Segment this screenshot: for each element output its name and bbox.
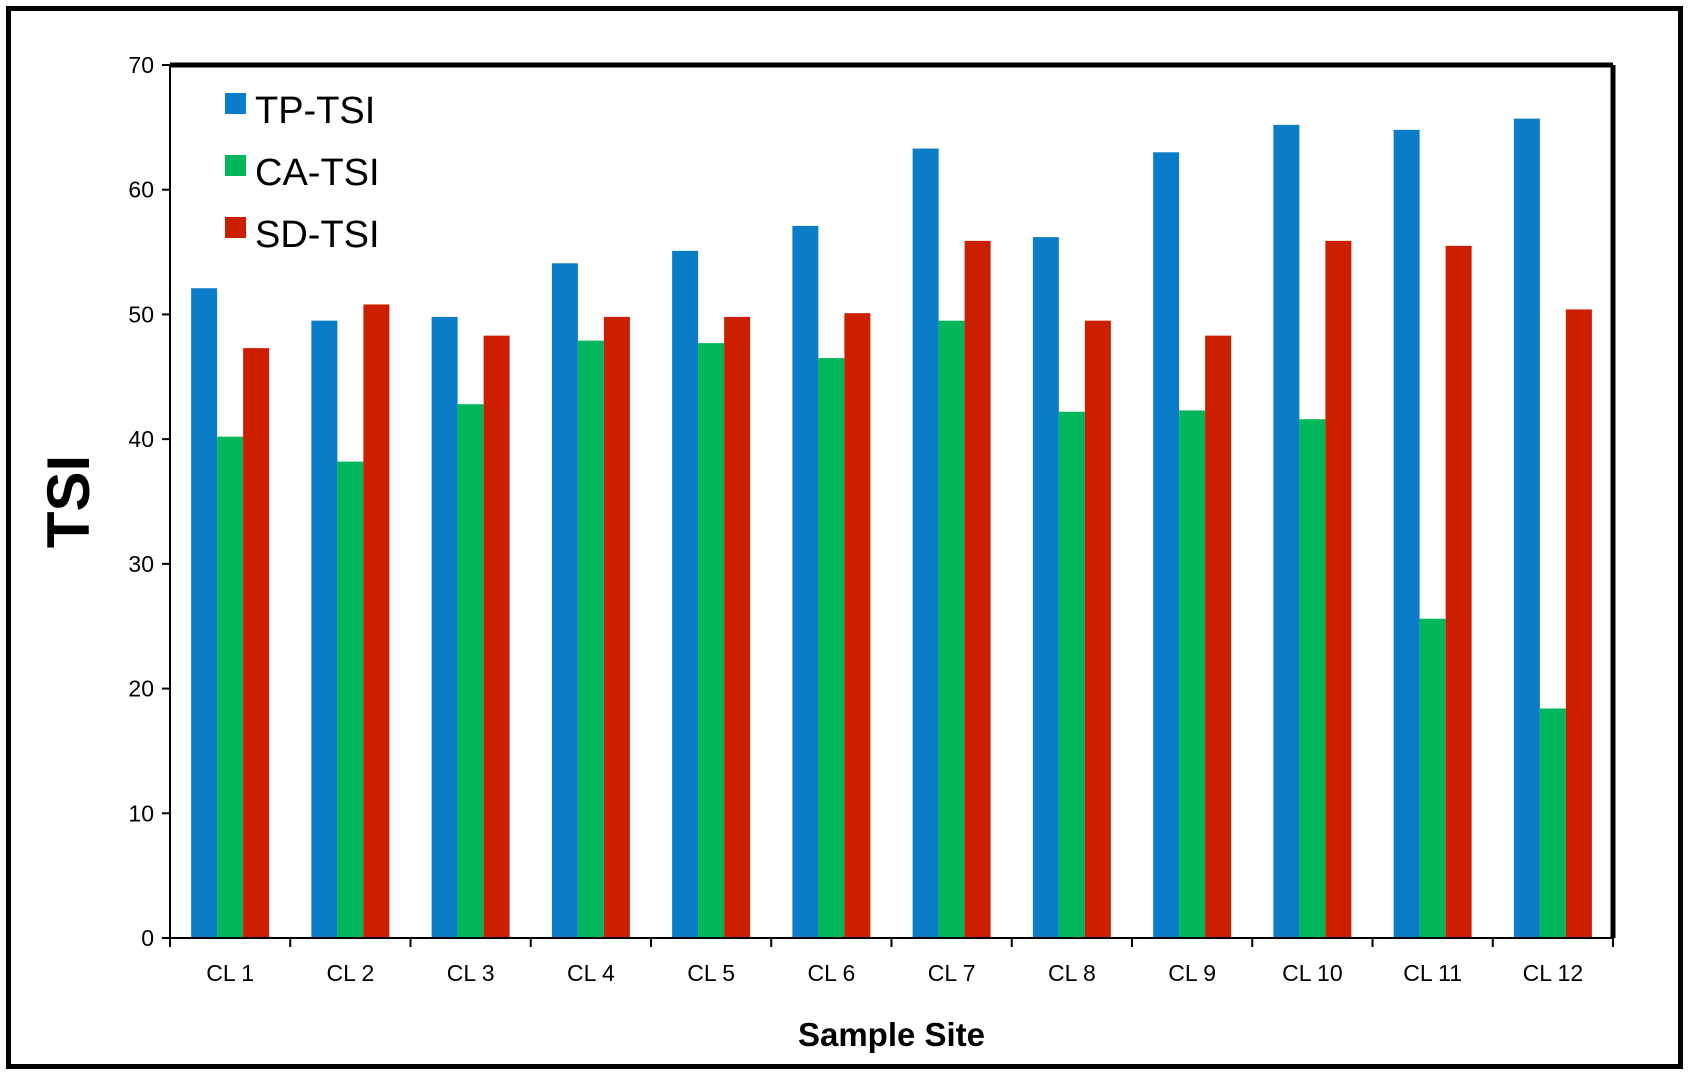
y-tick-label: 40 [128,426,154,452]
bar-ca-tsi-cl4 [577,340,604,939]
bar-chart: 0 10 20 30 40 50 60 70 CL 1 CL 2 CL 3 CL 4 CL 5 CL 6… [35,52,1616,1053]
legend-label-tp-tsi: TP-TSI [255,90,375,132]
bar-tp-tsi-cl5 [672,250,699,938]
bar-sd-tsi-cl3 [483,335,510,938]
x-tick-label: CL 3 [447,960,495,986]
y-tick-label: 50 [128,301,154,327]
x-tick-label: CL 4 [567,960,615,986]
bar-sd-tsi-cl10 [1325,240,1352,938]
bar-ca-tsi-cl9 [1179,410,1206,938]
x-tick-label: CL 10 [1282,960,1343,986]
legend-swatch-sd-tsi [225,217,246,238]
bar-ca-tsi-cl6 [818,358,845,938]
bar-ca-tsi-cl5 [698,343,725,938]
bar-tp-tsi-cl11 [1393,129,1420,938]
bar-tp-tsi-cl1 [191,288,218,938]
legend-swatch-tp-tsi [225,93,246,114]
bar-sd-tsi-cl1 [243,348,270,938]
bar-tp-tsi-cl6 [792,225,819,939]
legend-label-sd-tsi: SD-TSI [255,214,380,256]
bar-sd-tsi-cl7 [964,240,991,938]
legend-label-ca-tsi: CA-TSI [255,152,380,194]
x-tick-label: CL 7 [928,960,976,986]
x-tick-label: CL 1 [206,960,254,986]
y-tick-label: 0 [141,925,154,951]
legend-swatch-ca-tsi [225,155,246,176]
x-tick-labels: CL 1 CL 2 CL 3 CL 4 CL 5 CL 6 CL 7 CL 8 CL 9 CL 1… [206,960,1583,986]
bar-ca-tsi-cl2 [337,461,364,938]
bar-sd-tsi-cl5 [724,316,751,938]
bar-sd-tsi-cl2 [363,304,390,938]
legend: TP-TSI CA-TSI SD-TSI [225,90,380,256]
bar-tp-tsi-cl4 [551,263,578,938]
bar-ca-tsi-cl3 [457,404,484,938]
bar-ca-tsi-cl1 [217,436,244,938]
y-tick-label: 70 [128,52,154,78]
x-tick-label: CL 8 [1048,960,1096,986]
x-axis-title: Sample Site [798,1016,985,1053]
y-axis-title: TSI [35,455,102,548]
bar-ca-tsi-cl10 [1299,419,1326,938]
chart-figure: 0 10 20 30 40 50 60 70 CL 1 CL 2 CL 3 CL 4 CL 5 CL 6… [6,6,1683,1069]
y-tick-label: 10 [128,800,154,826]
bar-tp-tsi-cl2 [311,320,338,938]
bars-layer [191,118,1592,939]
bar-tp-tsi-cl9 [1153,152,1180,939]
bar-ca-tsi-cl11 [1419,618,1446,938]
bar-tp-tsi-cl10 [1273,124,1300,938]
bar-tp-tsi-cl3 [431,316,458,938]
bar-tp-tsi-cl12 [1513,118,1540,939]
bar-tp-tsi-cl7 [912,148,939,938]
bar-sd-tsi-cl6 [844,313,871,939]
x-tick-label: CL 2 [327,960,375,986]
bar-tp-tsi-cl8 [1032,237,1059,938]
x-tick-label: CL 12 [1523,960,1584,986]
y-tick-label: 60 [128,177,154,203]
bar-sd-tsi-cl11 [1445,245,1472,939]
y-tick-labels: 0 10 20 30 40 50 60 70 [128,52,154,951]
bar-ca-tsi-cl8 [1058,411,1085,939]
bar-sd-tsi-cl12 [1565,309,1592,938]
x-tick-label: CL 5 [687,960,735,986]
x-tick-label: CL 9 [1168,960,1216,986]
x-tick-label: CL 11 [1403,960,1462,986]
bar-sd-tsi-cl8 [1084,320,1111,938]
bar-ca-tsi-cl12 [1539,708,1566,938]
bar-ca-tsi-cl7 [938,320,965,938]
bar-sd-tsi-cl4 [603,316,630,938]
x-tick-label: CL 6 [808,960,856,986]
bar-sd-tsi-cl9 [1205,335,1232,938]
y-tick-label: 20 [128,676,154,702]
axes-layer [162,62,1616,947]
y-tick-label: 30 [128,551,154,577]
